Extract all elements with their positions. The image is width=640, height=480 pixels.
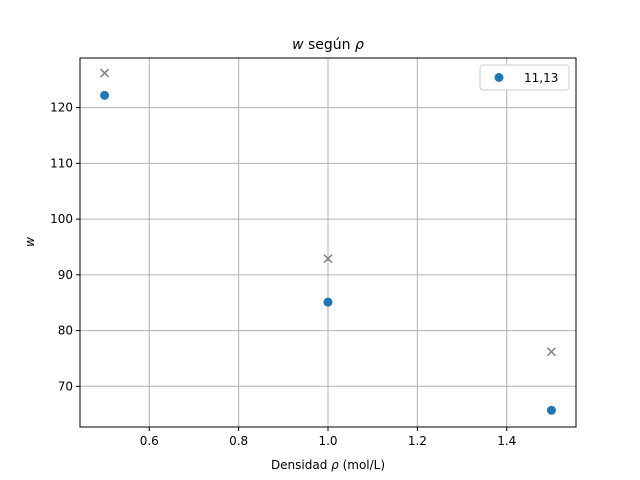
x-marker-stroke [323,254,333,264]
title-var-rho: ρ [355,37,364,53]
grid [80,58,576,427]
data-point-circle [546,405,556,415]
data-point-circle [100,90,110,100]
x-tick-label: 1.0 [318,434,337,448]
x-marker-stroke [100,68,110,78]
x-axis-label-prefix: Densidad [271,458,331,472]
plot-frame [79,57,577,428]
data-point-x [546,347,556,357]
chart-title: w según ρ [292,37,364,53]
x-marker-stroke [546,347,556,357]
y-tick-label: 120 [50,101,73,115]
legend: 11,13 [479,64,570,91]
data-point-x [100,68,110,78]
data-points [100,68,556,415]
y-tick-label: 80 [58,324,73,338]
y-axis-label: w [23,237,37,247]
y-tick-label: 70 [58,379,73,393]
y-tick-label: 100 [50,212,73,226]
x-axis-label-var: ρ [331,458,339,472]
data-point-x [323,254,333,264]
x-tick-label: 0.6 [140,434,159,448]
x-axis-label: Densidad ρ (mol/L) [271,458,385,472]
x-axis-label-suffix: (mol/L) [339,458,385,472]
data-point-circle [323,297,333,307]
legend-marker [494,73,504,82]
legend-box [479,64,570,91]
title-var-w: w [292,37,304,53]
axis-ticks: 0.6 0.8 1.0 1.2 1.4 70 80 90 100 110 120 [50,101,516,448]
x-tick-label: 0.8 [229,434,248,448]
legend-label: 11,13 [524,71,558,85]
y-tick-label: 110 [50,156,73,170]
x-tick-label: 1.4 [497,434,516,448]
x-tick-label: 1.2 [408,434,427,448]
y-tick-label: 90 [58,268,73,282]
title-middle: según [304,37,355,53]
